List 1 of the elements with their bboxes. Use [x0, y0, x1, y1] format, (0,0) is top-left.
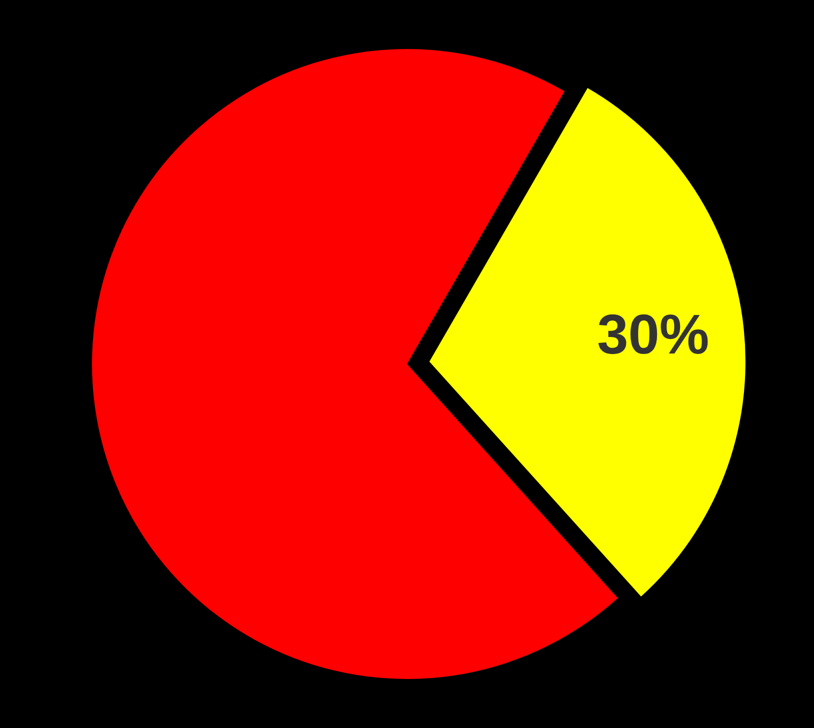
- data-label: 30%: [597, 302, 710, 366]
